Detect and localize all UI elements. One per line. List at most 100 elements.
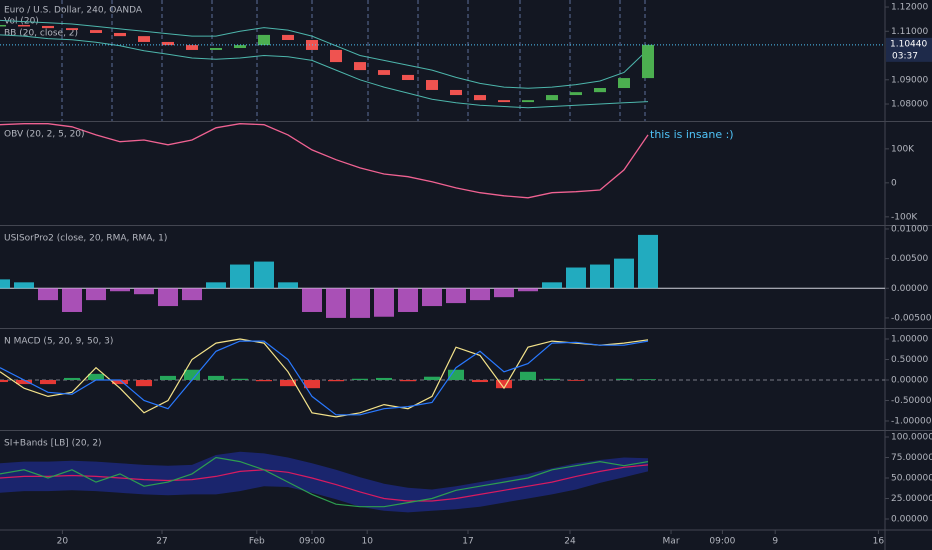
histogram-bar — [496, 379, 512, 389]
band-fill — [0, 451, 648, 513]
candle — [0, 24, 6, 27]
y-tick-label: 0.00500 — [891, 254, 928, 264]
x-tick-label: 10 — [361, 537, 373, 547]
y-tick-label: 75.00000 — [891, 453, 932, 463]
candle — [498, 100, 510, 103]
y-tick-label: -100K — [891, 212, 918, 222]
price-gridlines — [61, 0, 646, 121]
y-tick-label: 0.01000 — [891, 224, 928, 234]
histogram-bar — [184, 369, 200, 380]
candle — [258, 34, 270, 46]
bollinger-band — [0, 19, 649, 89]
x-tick-label: 17 — [462, 537, 473, 547]
y-tick-label: 25.00000 — [891, 494, 932, 504]
histogram-bar — [422, 288, 442, 307]
y-tick-label: 1.08000 — [891, 100, 928, 110]
histogram-bar — [544, 378, 560, 380]
candle — [546, 95, 558, 101]
candle — [234, 45, 246, 49]
histogram-bar — [616, 378, 632, 380]
bollinger-band — [0, 34, 649, 109]
histogram-bar — [446, 288, 466, 304]
histogram-bar — [256, 379, 272, 382]
symbol-title: Euro / U.S. Dollar, 240, OANDA — [4, 6, 143, 16]
histogram-bar — [400, 379, 416, 382]
histogram-bar — [472, 379, 488, 383]
histogram-bar — [0, 379, 8, 383]
histogram-bar — [376, 377, 392, 380]
x-tick-label: Feb — [249, 537, 265, 547]
histogram-bar — [40, 379, 56, 385]
histogram-bar — [182, 288, 202, 301]
histogram-bar — [62, 288, 82, 312]
candle — [522, 100, 534, 103]
histogram-bar — [518, 288, 538, 292]
y-tick-label: 50.00000 — [891, 473, 932, 483]
y-tick-label: -0.00500 — [891, 313, 932, 323]
candle — [330, 49, 342, 63]
x-tick-label: 20 — [57, 537, 69, 547]
panel-title: SI+Bands [LB] (20, 2) — [4, 439, 102, 449]
histogram-bar — [136, 379, 152, 387]
histogram-bar — [278, 282, 298, 289]
candle — [66, 28, 78, 31]
histogram-bar — [640, 379, 656, 380]
histogram-bar — [302, 288, 322, 312]
panel-title: OBV (20, 2, 5, 20) — [4, 130, 85, 140]
y-tick-label: 0.00000 — [891, 515, 928, 525]
candle — [114, 32, 126, 37]
histogram-bar — [88, 373, 104, 380]
panel-title: N MACD (5, 20, 9, 50, 3) — [4, 337, 113, 347]
histogram-bar — [160, 375, 176, 380]
last-price-label: 1.10440 — [890, 39, 927, 49]
candle — [186, 45, 198, 50]
candle — [210, 48, 222, 50]
histogram-bar — [158, 288, 178, 307]
x-tick-label: Mar — [663, 537, 680, 547]
y-tick-label: 1.00000 — [891, 335, 928, 345]
candle — [138, 36, 150, 42]
indicator-line — [0, 338, 649, 418]
histogram-bar — [470, 288, 490, 301]
x-tick-label: 16 — [873, 537, 885, 547]
candle — [42, 25, 54, 29]
candle — [642, 44, 654, 79]
histogram-bar — [304, 379, 320, 389]
histogram-bar — [206, 282, 226, 289]
candle — [474, 95, 486, 101]
histogram-bar — [254, 261, 274, 289]
y-tick-label: 0.00000 — [891, 375, 928, 385]
histogram-bar — [494, 288, 514, 298]
candle — [162, 41, 174, 46]
y-tick-label: 100K — [891, 144, 915, 154]
y-tick-label: 1.12000 — [891, 3, 928, 13]
histogram-bar — [64, 377, 80, 380]
histogram-bar — [38, 288, 58, 301]
x-tick-label: 24 — [564, 537, 576, 547]
histogram-bar — [374, 288, 394, 317]
candle — [594, 88, 606, 93]
y-tick-label: 1.11000 — [891, 27, 928, 37]
histogram-bar — [520, 371, 536, 380]
y-tick-label: 0.50000 — [891, 355, 928, 365]
indicator-line — [0, 340, 649, 416]
panel-title: USISorPro2 (close, 20, RMA, RMA, 1) — [4, 234, 167, 244]
histogram-bar — [326, 288, 346, 318]
indicator-line — [0, 123, 649, 199]
annotation: this is insane :) — [650, 128, 734, 141]
candle — [378, 70, 390, 75]
histogram-bar — [566, 267, 586, 289]
histogram-bar — [352, 378, 368, 380]
y-tick-label: 1.09000 — [891, 75, 928, 85]
histogram-bar — [448, 369, 464, 380]
candle — [18, 24, 30, 27]
last-price-box — [886, 37, 932, 62]
candle — [282, 34, 294, 41]
histogram-bar — [0, 279, 10, 289]
y-tick-label: 100.00000 — [891, 432, 932, 442]
indicator-line — [0, 464, 649, 502]
x-tick-label: 09:00 — [299, 537, 325, 547]
x-tick-label: 27 — [156, 537, 167, 547]
histogram-bar — [134, 288, 154, 295]
